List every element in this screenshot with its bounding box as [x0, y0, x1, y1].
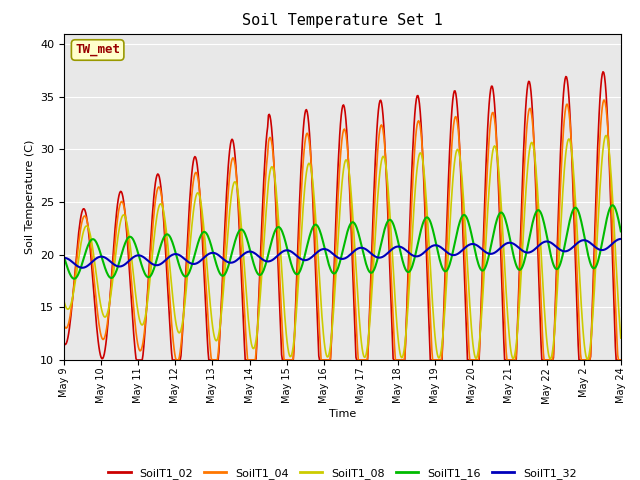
SoilT1_32	[185, 259, 193, 265]
SoilT1_08	[410, 204, 418, 209]
SoilT1_16	[60, 254, 68, 260]
SoilT1_08	[70, 287, 78, 292]
SoilT1_16	[70, 276, 78, 282]
SoilT1_32	[411, 253, 419, 259]
Text: TW_met: TW_met	[75, 44, 120, 57]
SoilT1_16	[71, 276, 79, 281]
SoilT1_08	[60, 298, 68, 304]
SoilT1_32	[70, 261, 78, 266]
SoilT1_04	[411, 144, 419, 150]
SoilT1_32	[617, 236, 625, 242]
SoilT1_16	[428, 221, 435, 227]
Line: SoilT1_04: SoilT1_04	[64, 100, 621, 360]
Title: Soil Temperature Set 1: Soil Temperature Set 1	[242, 13, 443, 28]
SoilT1_02	[185, 215, 193, 220]
SoilT1_02	[127, 298, 135, 304]
SoilT1_04	[60, 322, 68, 328]
Legend: SoilT1_02, SoilT1_04, SoilT1_08, SoilT1_16, SoilT1_32: SoilT1_02, SoilT1_04, SoilT1_08, SoilT1_…	[104, 464, 581, 480]
SoilT1_16	[185, 271, 193, 276]
SoilT1_16	[609, 203, 616, 208]
SoilT1_08	[214, 336, 221, 342]
SoilT1_04	[127, 277, 135, 283]
SoilT1_08	[617, 335, 625, 341]
SoilT1_02	[70, 279, 78, 285]
X-axis label: Time: Time	[329, 409, 356, 419]
SoilT1_02	[617, 357, 625, 363]
SoilT1_04	[428, 332, 435, 337]
SoilT1_04	[185, 233, 193, 239]
SoilT1_16	[617, 228, 625, 234]
Line: SoilT1_32: SoilT1_32	[64, 239, 621, 268]
Line: SoilT1_16: SoilT1_16	[64, 205, 621, 279]
SoilT1_04	[600, 97, 607, 103]
SoilT1_04	[70, 282, 78, 288]
SoilT1_04	[214, 351, 222, 357]
Y-axis label: Soil Temperature (C): Soil Temperature (C)	[24, 140, 35, 254]
SoilT1_16	[411, 254, 419, 260]
Line: SoilT1_08: SoilT1_08	[64, 135, 621, 359]
SoilT1_08	[602, 132, 610, 138]
SoilT1_08	[184, 268, 192, 274]
SoilT1_16	[214, 266, 222, 272]
SoilT1_32	[60, 255, 68, 261]
SoilT1_02	[428, 357, 435, 363]
SoilT1_02	[411, 111, 419, 117]
SoilT1_08	[426, 264, 434, 269]
SoilT1_02	[214, 357, 222, 363]
SoilT1_32	[79, 265, 86, 271]
Line: SoilT1_02: SoilT1_02	[64, 72, 621, 360]
SoilT1_32	[428, 244, 435, 250]
SoilT1_08	[584, 356, 591, 362]
SoilT1_02	[133, 357, 141, 363]
SoilT1_16	[128, 235, 136, 241]
SoilT1_04	[172, 357, 180, 363]
SoilT1_02	[60, 340, 68, 346]
SoilT1_32	[128, 255, 136, 261]
SoilT1_08	[127, 253, 135, 259]
SoilT1_32	[214, 252, 222, 258]
SoilT1_04	[617, 357, 625, 363]
SoilT1_02	[599, 69, 607, 74]
